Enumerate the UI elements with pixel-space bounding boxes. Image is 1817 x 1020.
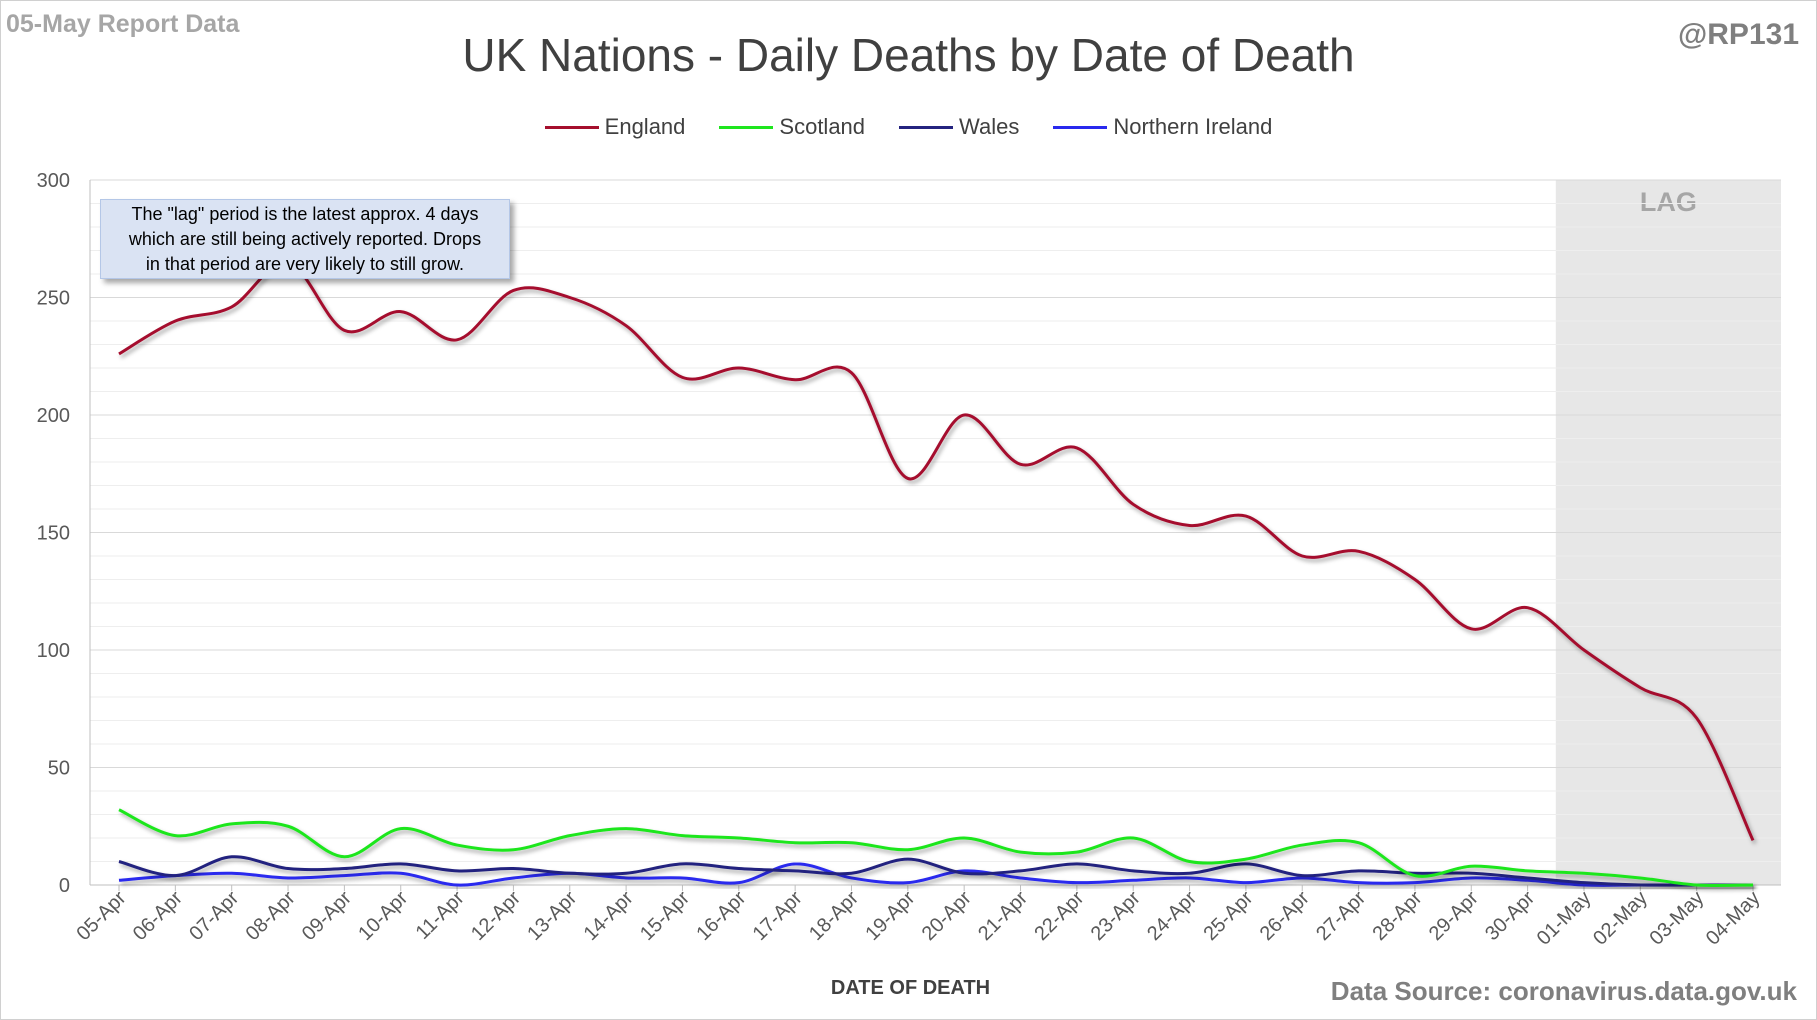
axes — [89, 180, 1781, 886]
x-tick-label: 24-Apr — [1143, 887, 1201, 945]
x-tick-label: 18-Apr — [805, 887, 863, 945]
lag-note-box: The "lag" period is the latest approx. 4… — [100, 199, 510, 279]
note-line-2: which are still being actively reported.… — [128, 229, 482, 249]
x-tick-label: 06-Apr — [129, 887, 187, 945]
x-tick-label: 22-Apr — [1030, 887, 1088, 945]
x-tick-label: 05-Apr — [73, 887, 131, 945]
legend-label-wales: Wales — [959, 114, 1020, 139]
x-tick-label: 30-Apr — [1481, 887, 1539, 945]
x-tick-label: 04-May — [1702, 887, 1765, 950]
y-tick-label: 0 — [59, 875, 70, 897]
x-tick-label: 15-Apr — [636, 887, 694, 945]
legend-label-northern-ireland: Northern Ireland — [1113, 114, 1273, 139]
chart-title: UK Nations - Daily Deaths by Date of Dea… — [462, 29, 1355, 81]
x-tick-label: 13-Apr — [523, 887, 581, 945]
x-tick-label: 14-Apr — [580, 887, 638, 945]
x-tick-label: 12-Apr — [467, 887, 525, 945]
wales-line — [118, 855, 1753, 887]
data-source-label: Data Source: coronavirus.data.gov.uk — [1330, 976, 1797, 1006]
legend-swatch-scotland — [719, 125, 774, 129]
x-tick-label: 09-Apr — [298, 887, 356, 945]
chart-legend: England Scotland Wales Northern Ireland — [0, 114, 1817, 140]
legend-label-scotland: Scotland — [779, 114, 866, 139]
scotland-line — [118, 808, 1754, 888]
england-line — [118, 260, 1755, 841]
x-axis-title: DATE OF DEATH — [830, 977, 991, 999]
legend-label-england: England — [604, 114, 686, 139]
x-tick-label: 20-Apr — [918, 887, 976, 945]
legend-entry-northern-ireland: Northern Ireland — [1053, 114, 1272, 140]
x-tick-label: 19-Apr — [861, 887, 919, 945]
legend-swatch-wales — [899, 125, 954, 129]
y-tick-label: 250 — [37, 288, 70, 310]
legend-swatch-england — [544, 125, 599, 129]
x-tick-label: 28-Apr — [1368, 887, 1426, 945]
x-tick-label: 02-May — [1589, 887, 1652, 950]
x-tick-label: 25-Apr — [1199, 887, 1257, 945]
x-tick-label: 26-Apr — [1256, 887, 1314, 945]
author-handle: @RP131 — [1678, 18, 1799, 51]
legend-entry-scotland: Scotland — [719, 114, 865, 140]
note-line-3: in that period are very likely to still … — [145, 254, 465, 274]
x-tick-label: 21-Apr — [974, 887, 1032, 945]
y-tick-label: 50 — [48, 758, 70, 780]
y-tick-label: 150 — [37, 523, 70, 545]
x-tick-label: 29-Apr — [1425, 887, 1483, 945]
y-axis-ticks: 0 50 100 150 200 250 300 — [37, 170, 70, 897]
gridlines — [90, 179, 1781, 862]
x-tick-label: 07-Apr — [185, 887, 243, 945]
x-tick-label: 01-May — [1533, 887, 1596, 950]
x-tick-label: 23-Apr — [1087, 887, 1145, 945]
x-tick-label: 17-Apr — [749, 887, 807, 945]
x-tick-label: 27-Apr — [1312, 887, 1370, 945]
note-line-1: The "lag" period is the latest approx. 4… — [131, 204, 479, 224]
northern-ireland-line — [118, 862, 1753, 887]
legend-swatch-northern-ireland — [1053, 125, 1108, 129]
x-tick-label: 03-May — [1645, 887, 1708, 950]
x-tick-label: 10-Apr — [354, 887, 412, 945]
y-tick-label: 300 — [37, 170, 70, 192]
legend-entry-wales: Wales — [899, 114, 1019, 140]
lag-label: LAG — [1640, 187, 1697, 217]
x-tick-label: 11-Apr — [412, 887, 469, 944]
x-tick-label: 16-Apr — [692, 887, 750, 945]
y-tick-label: 200 — [37, 405, 70, 427]
report-date-label: 05-May Report Data — [6, 10, 240, 38]
y-tick-label: 100 — [37, 640, 70, 662]
x-tick-label: 08-Apr — [242, 887, 300, 945]
legend-entry-england: England — [544, 114, 686, 140]
series-lines — [118, 260, 1755, 888]
